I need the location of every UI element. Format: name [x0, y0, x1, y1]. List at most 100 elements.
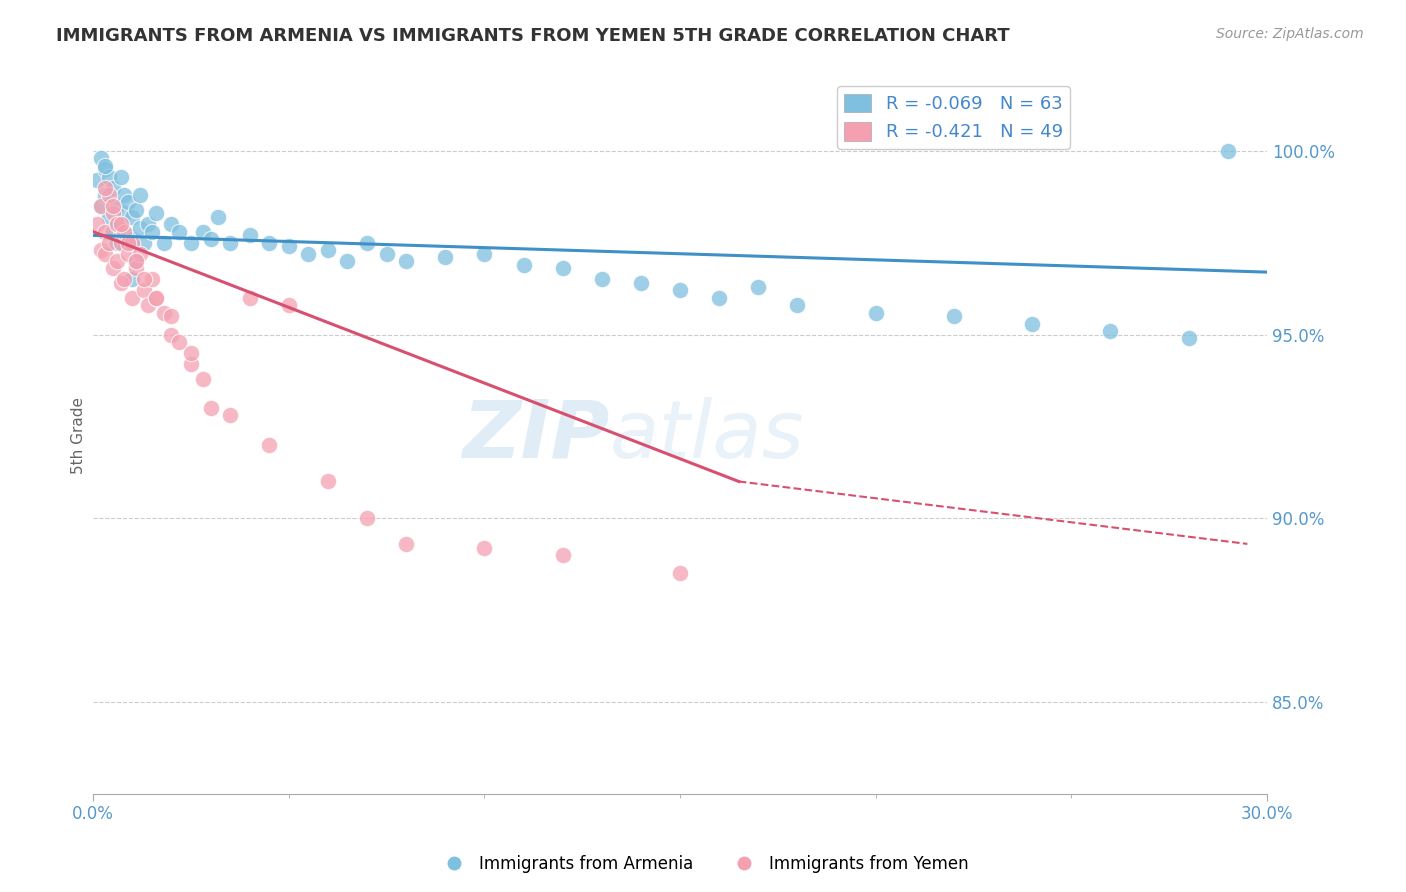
Point — [200, 232, 222, 246]
Point — [101, 206, 124, 220]
Point — [200, 401, 222, 415]
Point — [316, 475, 339, 489]
Point — [101, 199, 124, 213]
Point — [145, 206, 167, 220]
Point — [129, 188, 152, 202]
Point — [145, 291, 167, 305]
Point — [101, 225, 124, 239]
Point — [160, 309, 183, 323]
Y-axis label: 5th Grade: 5th Grade — [72, 397, 86, 474]
Point — [110, 218, 132, 232]
Point — [551, 548, 574, 562]
Point — [191, 225, 214, 239]
Legend: Immigrants from Armenia, Immigrants from Yemen: Immigrants from Armenia, Immigrants from… — [432, 848, 974, 880]
Point — [110, 235, 132, 250]
Point — [94, 159, 117, 173]
Point — [180, 235, 202, 250]
Point — [121, 235, 143, 250]
Point — [474, 246, 496, 260]
Point — [125, 261, 148, 276]
Point — [180, 357, 202, 371]
Point — [152, 235, 174, 250]
Point — [94, 225, 117, 239]
Point — [145, 291, 167, 305]
Point — [129, 221, 152, 235]
Point — [942, 309, 965, 323]
Point — [94, 180, 117, 194]
Point — [97, 169, 120, 184]
Point — [356, 511, 378, 525]
Point — [132, 235, 155, 250]
Point — [707, 291, 730, 305]
Point — [86, 218, 108, 232]
Point — [101, 180, 124, 194]
Legend: R = -0.069   N = 63, R = -0.421   N = 49: R = -0.069 N = 63, R = -0.421 N = 49 — [837, 87, 1070, 149]
Point — [1216, 144, 1239, 158]
Point — [239, 228, 262, 243]
Point — [375, 246, 398, 260]
Point — [117, 246, 139, 260]
Point — [121, 210, 143, 224]
Point — [786, 298, 808, 312]
Point — [125, 254, 148, 268]
Point — [277, 298, 299, 312]
Point — [277, 239, 299, 253]
Point — [97, 210, 120, 224]
Point — [1099, 324, 1122, 338]
Point — [180, 346, 202, 360]
Point — [395, 537, 418, 551]
Point — [97, 188, 120, 202]
Point — [591, 272, 613, 286]
Point — [316, 243, 339, 257]
Text: atlas: atlas — [610, 397, 804, 475]
Point — [297, 246, 319, 260]
Point — [669, 284, 692, 298]
Point — [114, 225, 136, 239]
Point — [105, 218, 128, 232]
Point — [117, 195, 139, 210]
Point — [90, 199, 112, 213]
Point — [125, 254, 148, 268]
Point — [117, 235, 139, 250]
Point — [141, 225, 163, 239]
Point — [152, 305, 174, 319]
Point — [356, 235, 378, 250]
Point — [94, 162, 117, 177]
Point — [94, 246, 117, 260]
Point — [97, 235, 120, 250]
Point — [219, 409, 242, 423]
Point — [114, 188, 136, 202]
Point — [90, 243, 112, 257]
Point — [90, 151, 112, 165]
Point — [669, 566, 692, 581]
Point — [167, 225, 190, 239]
Point — [105, 199, 128, 213]
Point — [136, 218, 159, 232]
Point — [114, 272, 136, 286]
Point — [114, 206, 136, 220]
Point — [167, 334, 190, 349]
Point — [132, 284, 155, 298]
Point — [86, 173, 108, 187]
Point — [239, 291, 262, 305]
Point — [90, 199, 112, 213]
Point — [512, 258, 534, 272]
Point — [160, 218, 183, 232]
Point — [121, 291, 143, 305]
Point — [551, 261, 574, 276]
Point — [105, 254, 128, 268]
Point — [257, 438, 280, 452]
Point — [257, 235, 280, 250]
Point — [191, 371, 214, 385]
Point — [474, 541, 496, 555]
Point — [747, 280, 769, 294]
Point — [141, 272, 163, 286]
Point — [136, 298, 159, 312]
Point — [94, 188, 117, 202]
Point — [105, 235, 128, 250]
Point — [117, 228, 139, 243]
Point — [630, 276, 652, 290]
Point — [336, 254, 359, 268]
Text: IMMIGRANTS FROM ARMENIA VS IMMIGRANTS FROM YEMEN 5TH GRADE CORRELATION CHART: IMMIGRANTS FROM ARMENIA VS IMMIGRANTS FR… — [56, 27, 1010, 45]
Point — [434, 251, 457, 265]
